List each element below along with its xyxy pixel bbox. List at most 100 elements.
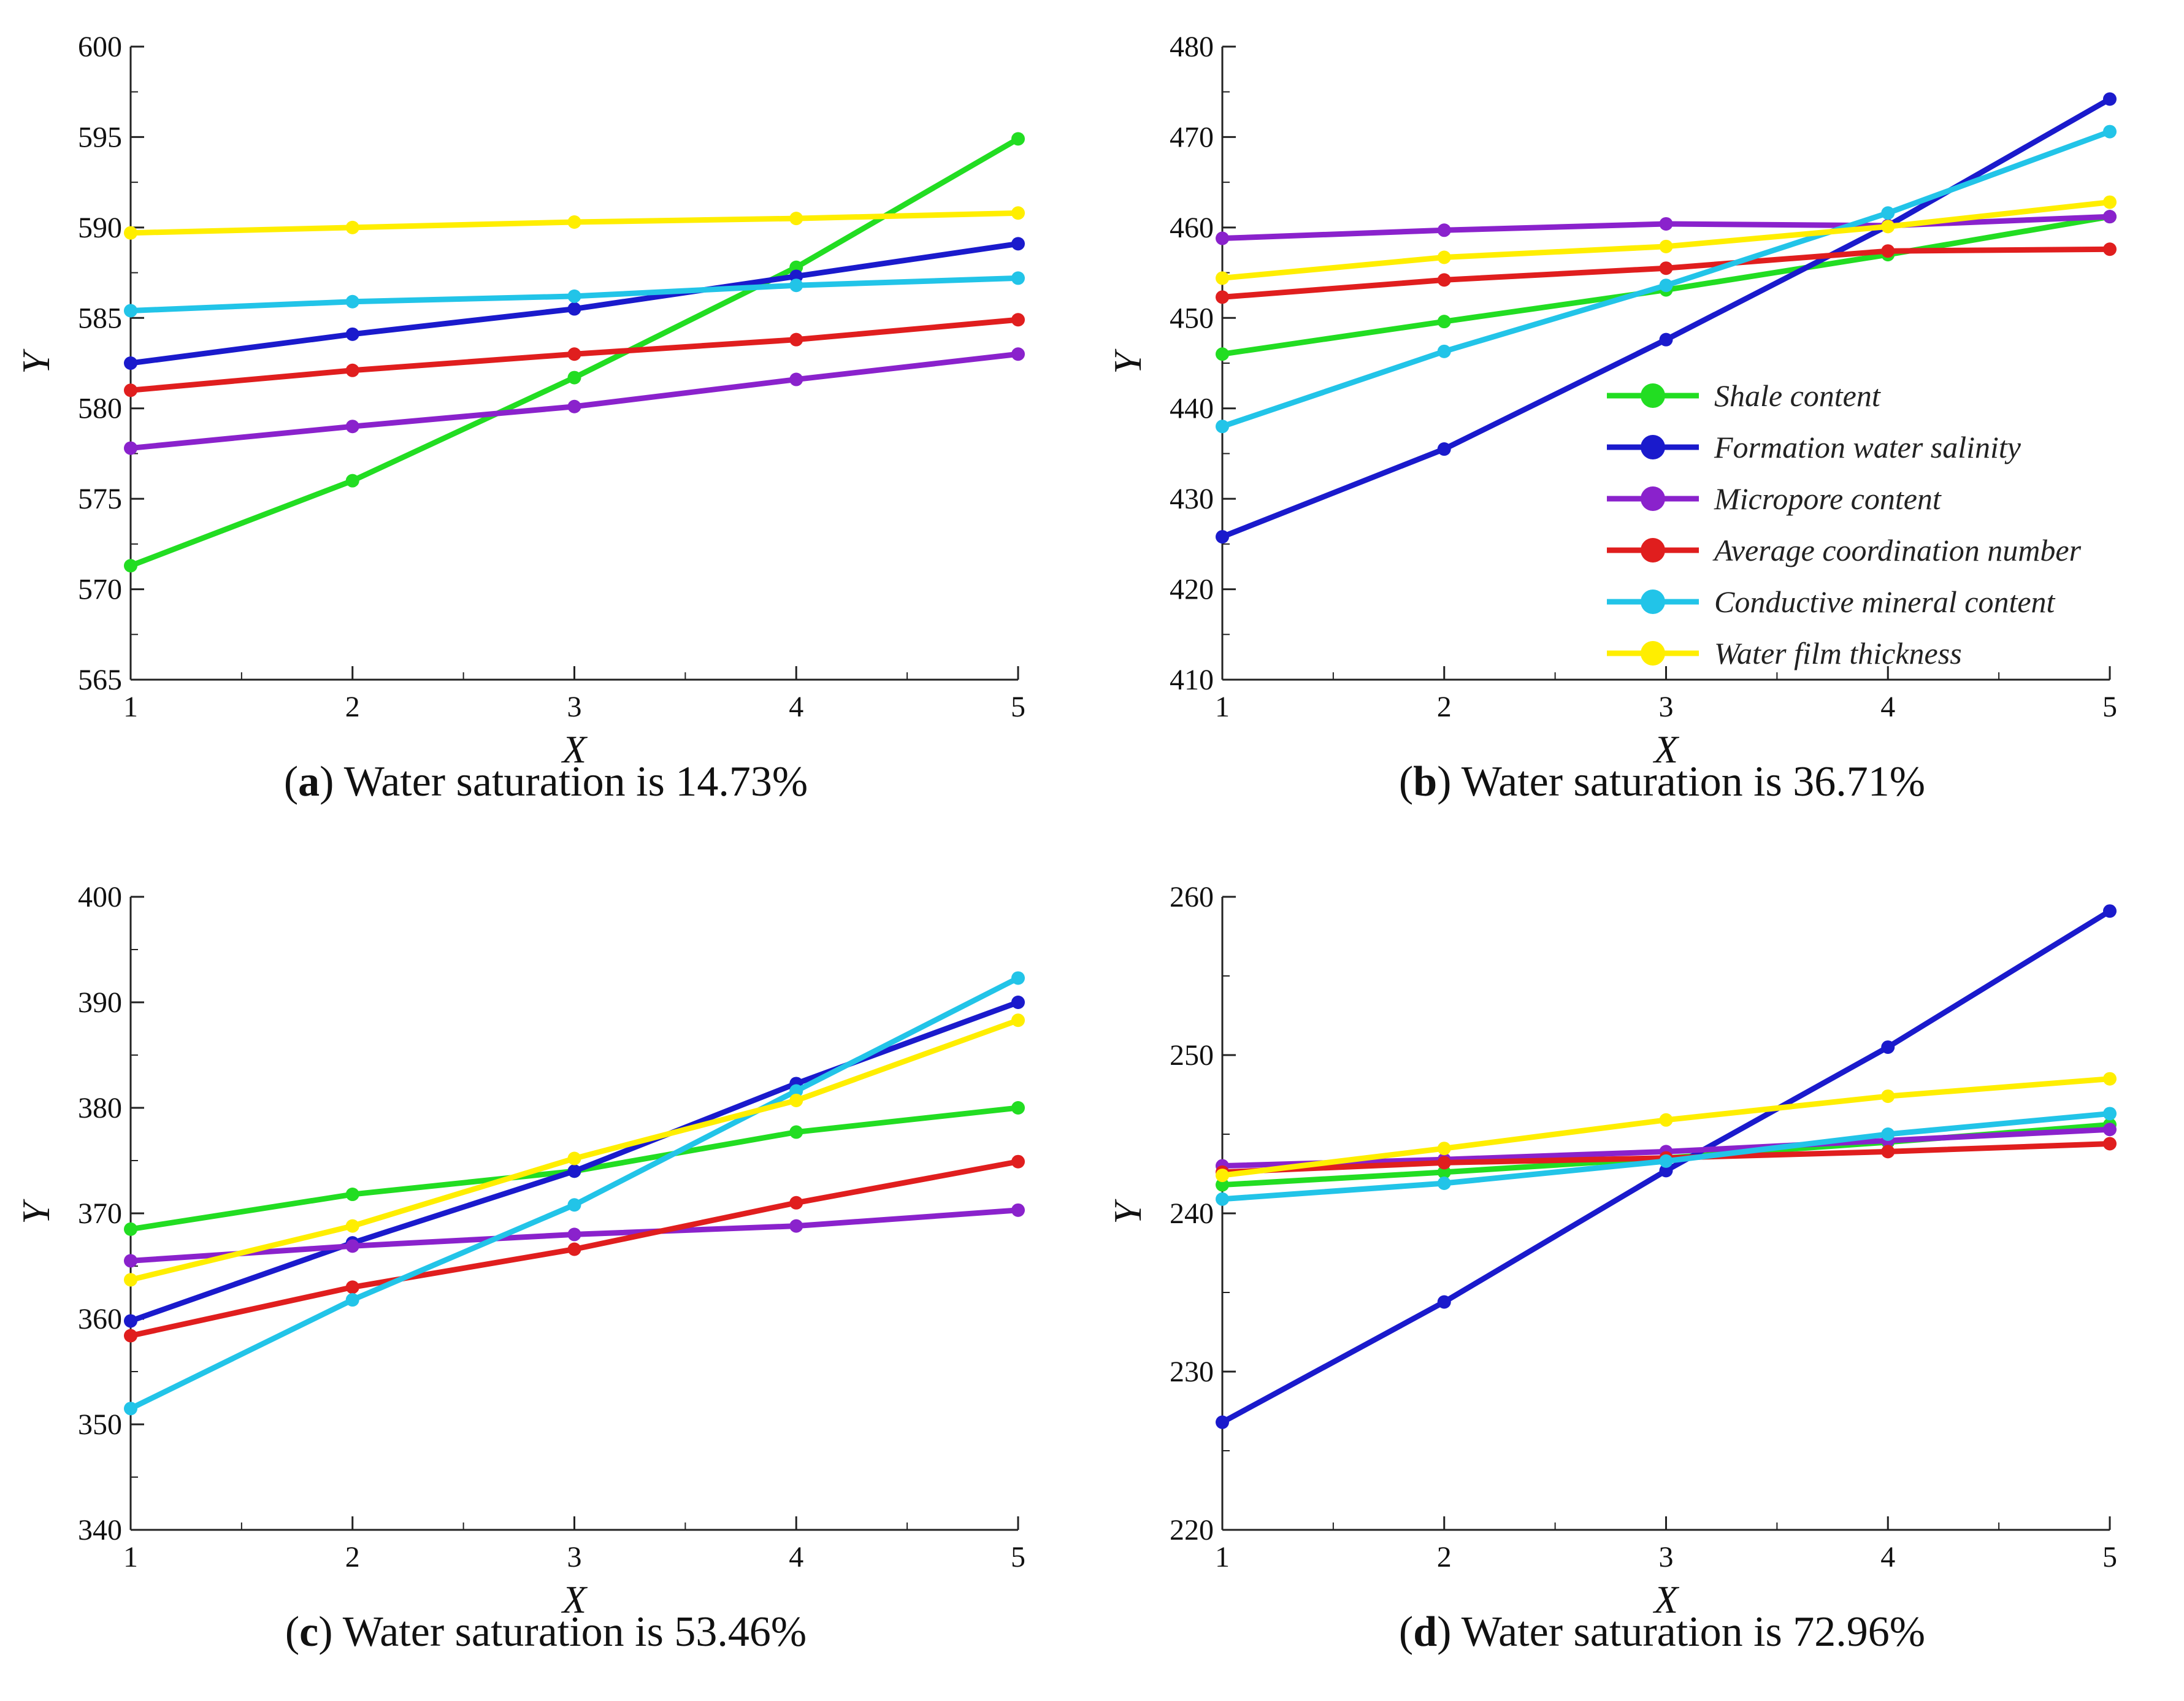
data-point	[1216, 420, 1229, 434]
legend-label: Micropore content	[1714, 482, 1942, 516]
x-tick-label: 4	[1880, 1541, 1895, 1573]
data-point	[124, 441, 137, 455]
caption-a: (a) Water saturation is 14.73%	[283, 758, 808, 805]
data-point	[1659, 1164, 1673, 1178]
data-point	[1011, 1203, 1025, 1217]
y-tick-label: 600	[78, 31, 122, 63]
data-point	[345, 1280, 359, 1294]
chart-a: 565 570 575 580 585 590 595 600 1 2 3 4 5 X Y	[14, 31, 1025, 771]
data-point	[567, 347, 581, 361]
data-point	[1881, 1089, 1895, 1104]
x-tick-label: 3	[567, 1541, 582, 1573]
y-axis-title: Y	[14, 348, 58, 374]
caption-letter: d	[1413, 1608, 1438, 1656]
panel-c: 340 350 360 370 380 390 400 1 2 3 4 5 X Y (c) Water s…	[0, 850, 1092, 1700]
chart-c: 340 350 360 370 380 390 400 1 2 3 4 5 X Y	[14, 881, 1025, 1621]
data-point	[789, 1093, 803, 1107]
y-tick-label: 220	[1170, 1514, 1214, 1546]
data-point	[124, 1273, 137, 1287]
x-tick-label: 2	[345, 691, 360, 723]
data-point	[1437, 1295, 1451, 1309]
data-point	[1437, 1142, 1451, 1156]
x-tick-label: 2	[1437, 691, 1452, 723]
y-tick-label: 430	[1170, 483, 1214, 515]
data-point	[1011, 971, 1025, 985]
data-point	[124, 356, 137, 370]
y-tick-label: 590	[78, 212, 122, 244]
caption-text: Water saturation is 14.73%	[343, 758, 808, 805]
series-formation-water-salinity	[1216, 904, 2117, 1429]
series-water-film-thickness	[1216, 195, 2117, 285]
series-micropore-content	[1216, 210, 2117, 245]
data-point	[2103, 1137, 2117, 1151]
y-tick-label: 420	[1170, 574, 1214, 606]
data-point	[789, 212, 803, 226]
data-point	[345, 1219, 359, 1233]
data-point	[1011, 347, 1025, 361]
data-point	[1011, 132, 1025, 146]
data-point	[2103, 92, 2117, 106]
x-tick-label: 4	[789, 691, 803, 723]
data-point	[2103, 125, 2117, 139]
x-tick-label: 1	[123, 691, 138, 723]
series-water-film-thickness	[124, 1013, 1025, 1287]
panel-b: 410 420 430 440 450 460 470 480 1 2 3 4 5 X Y Shale con…	[1092, 0, 2183, 850]
data-point	[1011, 1101, 1025, 1115]
data-point	[1437, 344, 1451, 358]
y-tick-label: 380	[78, 1092, 122, 1124]
series-water-film-thickness	[124, 206, 1025, 240]
caption-letter: b	[1413, 758, 1438, 805]
legend-swatch-marker	[1641, 538, 1665, 563]
series-conductive-mineral-content	[124, 971, 1025, 1416]
data-point	[345, 327, 359, 341]
data-point	[1437, 315, 1451, 329]
data-point	[567, 399, 581, 413]
axes: 340 350 360 370 380 390 400 1 2 3 4 5 X Y	[14, 881, 1025, 1621]
y-tick-label: 570	[78, 574, 122, 606]
data-point	[1216, 271, 1229, 285]
legend-label: Shale content	[1714, 378, 1881, 413]
data-point	[2103, 904, 2117, 918]
y-tick-label: 410	[1170, 664, 1214, 696]
legend-label: Water film thickness	[1714, 636, 1962, 670]
y-tick-label: 585	[78, 302, 122, 334]
data-point	[1881, 1145, 1895, 1159]
y-tick-label: 390	[78, 986, 122, 1019]
data-point	[1881, 1040, 1895, 1054]
data-point	[345, 420, 359, 434]
x-axis-title: X	[1652, 728, 1680, 771]
legend-swatch-marker	[1641, 383, 1665, 408]
data-point	[124, 304, 137, 318]
y-tick-label: 260	[1170, 881, 1214, 913]
x-tick-label: 2	[1437, 1541, 1452, 1573]
y-tick-label: 480	[1170, 31, 1214, 63]
data-point	[1437, 223, 1451, 237]
data-point	[1881, 1127, 1895, 1141]
data-point	[124, 226, 137, 240]
y-tick-label: 230	[1170, 1356, 1214, 1388]
data-point	[1216, 231, 1229, 245]
caption-c: (c) Water saturation is 53.46%	[285, 1608, 807, 1656]
caption-text: Water saturation is 53.46%	[342, 1608, 807, 1656]
data-point	[345, 220, 359, 234]
series-shale-content	[124, 132, 1025, 573]
y-tick-label: 575	[78, 483, 122, 515]
series-formation-water-salinity	[1216, 92, 2117, 544]
y-tick-label: 460	[1170, 212, 1214, 244]
legend-label: Formation water salinity	[1714, 430, 2021, 464]
x-tick-label: 3	[1659, 691, 1674, 723]
series-average-coordination-number	[124, 313, 1025, 397]
legend-item: Average coordination number	[1607, 533, 2082, 567]
series-water-film-thickness	[1216, 1072, 2117, 1183]
series-conductive-mineral-content	[124, 271, 1025, 318]
legend-item: Water film thickness	[1607, 636, 1962, 670]
x-tick-label: 2	[345, 1541, 360, 1573]
legend-swatch-marker	[1641, 435, 1665, 459]
data-point	[789, 1084, 803, 1098]
series-conductive-mineral-content	[1216, 1107, 2117, 1206]
data-point	[2103, 1107, 2117, 1121]
x-axis-title: X	[1652, 1578, 1680, 1621]
y-tick-label: 470	[1170, 121, 1214, 153]
legend-swatch-marker	[1641, 589, 1665, 614]
panel-a: 565 570 575 580 585 590 595 600 1 2 3 4 5 X Y (a) Wate…	[0, 0, 1092, 850]
